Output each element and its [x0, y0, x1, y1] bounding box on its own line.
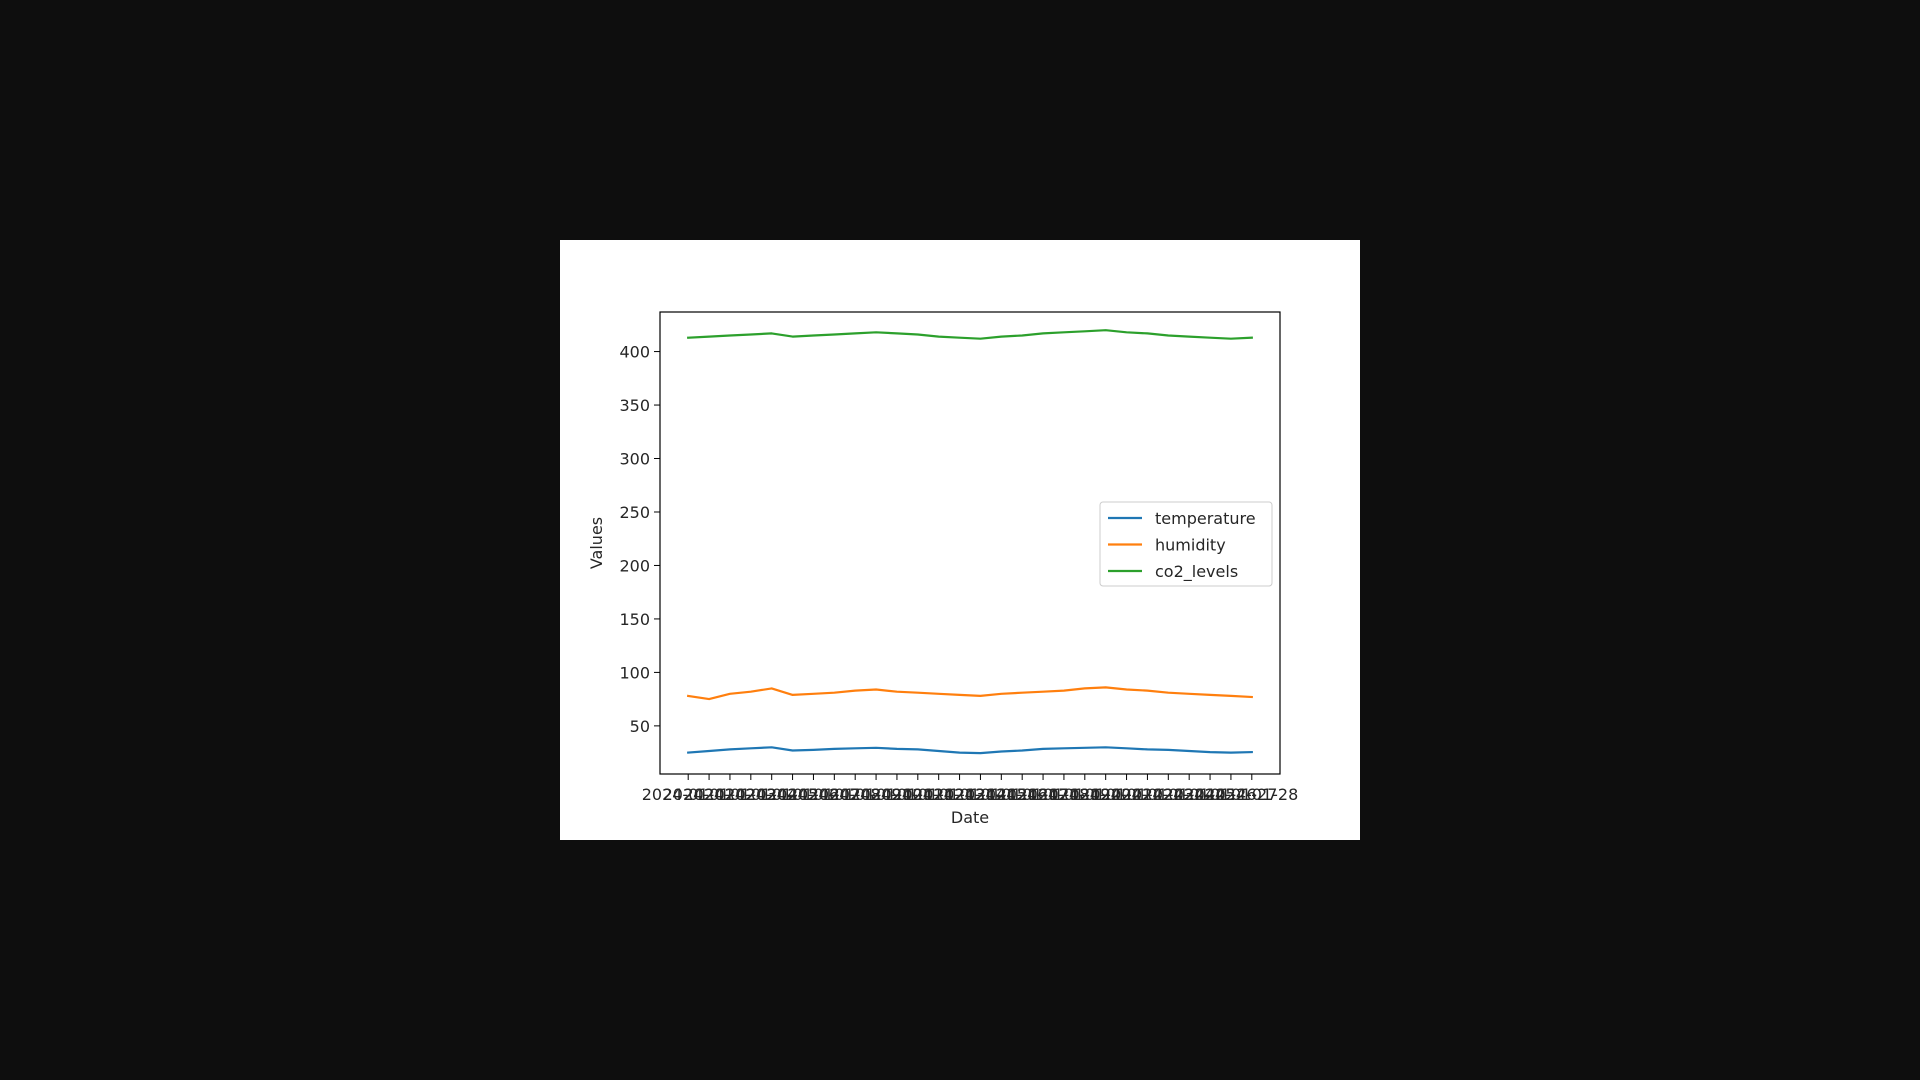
legend: temperature humidity co2_levels [1099, 501, 1273, 587]
x-tick-label: 2024-01-04 [704, 785, 797, 804]
legend-label-temperature: temperature [1155, 509, 1256, 528]
x-tick-label: 2024-01-18 [997, 785, 1090, 804]
y-tick-label: 400 [619, 343, 650, 362]
legend-label-humidity: humidity [1155, 536, 1226, 555]
x-axis-label: Date [951, 808, 989, 827]
x-tick-label: 2024-01-03 [683, 785, 776, 804]
x-tick-label: 2024-01-19 [1017, 785, 1110, 804]
x-tick-label: 2024-01-28 [1205, 785, 1298, 804]
y-tick-label: 350 [619, 396, 650, 415]
x-tick-label: 2024-01-01 [642, 785, 735, 804]
x-tick-label: 2024-01-13 [892, 785, 985, 804]
x-tick-label: 2024-01-12 [871, 785, 964, 804]
x-tick-label: 2024-01-21 [1059, 785, 1152, 804]
x-tick-label: 2024-01-15 [934, 785, 1027, 804]
x-tick-label: 2024-01-23 [1101, 785, 1194, 804]
x-tick-label: 2024-01-20 [1038, 785, 1131, 804]
series-line-temperature [687, 746, 1253, 755]
x-tick-label: 2024-01-11 [850, 785, 943, 804]
x-tick-label: 2024-01-17 [976, 785, 1069, 804]
x-tick-label: 2024-01-08 [788, 785, 881, 804]
y-tick-label: 150 [619, 610, 650, 629]
x-tick-label: 2024-01-26 [1164, 785, 1257, 804]
x-tick-label: 2024-01-25 [1143, 785, 1236, 804]
x-tick-label: 2024-01-07 [767, 785, 860, 804]
plot-area-frame [659, 311, 1281, 775]
y-axis-label: Values [587, 517, 606, 569]
x-tick-label: 2024-01-02 [663, 785, 756, 804]
x-tick-label: 2024-01-10 [830, 785, 923, 804]
y-tick-label: 50 [630, 717, 650, 736]
x-tick-label: 2024-01-06 [746, 785, 839, 804]
x-axis-ticks: 2024-01-012024-01-022024-01-032024-01-04… [642, 774, 1298, 804]
legend-box [1099, 501, 1273, 587]
x-tick-label: 2024-01-27 [1184, 785, 1277, 804]
y-tick-label: 200 [619, 556, 650, 575]
y-tick-label: 300 [619, 450, 650, 469]
series-line-co2_levels [687, 329, 1253, 340]
y-tick-label: 100 [619, 663, 650, 682]
series-line-humidity [686, 686, 1253, 701]
x-tick-label: 2024-01-16 [955, 785, 1048, 804]
y-tick-label: 250 [619, 503, 650, 522]
series-lines [686, 329, 1253, 755]
x-tick-label: 2024-01-24 [1122, 785, 1215, 804]
x-tick-label: 2024-01-09 [809, 785, 902, 804]
x-tick-label: 2024-01-22 [1080, 785, 1173, 804]
y-axis-ticks: 50 100 150 200 250 300 350 400 [619, 343, 660, 736]
x-tick-label: 2024-01-05 [725, 785, 818, 804]
legend-label-co2_levels: co2_levels [1155, 562, 1238, 582]
x-tick-label: 2024-01-14 [913, 785, 1006, 804]
chart-figure: 50 100 150 200 250 300 350 400 2024-01-01 2024-0… [560, 240, 1360, 840]
